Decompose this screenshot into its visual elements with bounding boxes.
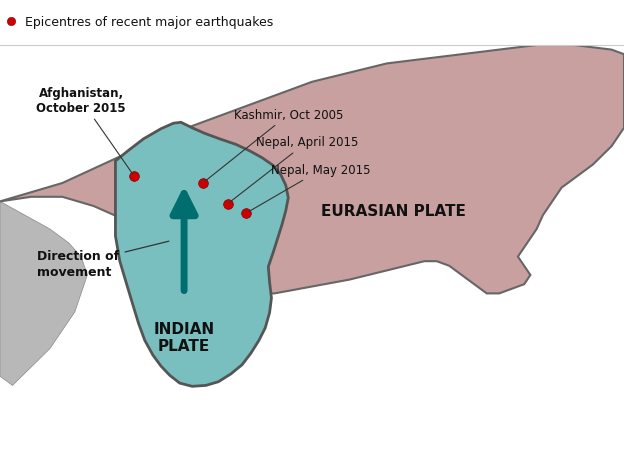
Polygon shape	[115, 123, 288, 386]
Text: Direction of
movement: Direction of movement	[37, 241, 169, 278]
Polygon shape	[0, 202, 87, 386]
Polygon shape	[0, 46, 624, 294]
FancyBboxPatch shape	[0, 0, 624, 46]
Text: Kashmir, Oct 2005: Kashmir, Oct 2005	[205, 109, 343, 182]
Text: Nepal, April 2015: Nepal, April 2015	[230, 136, 358, 202]
Text: Nepal, May 2015: Nepal, May 2015	[249, 164, 371, 212]
Text: EURASIAN PLATE: EURASIAN PLATE	[321, 204, 466, 218]
Text: Epicentres of recent major earthquakes: Epicentres of recent major earthquakes	[25, 16, 273, 28]
Text: INDIAN
PLATE: INDIAN PLATE	[154, 321, 215, 353]
Text: Afghanistan,
October 2015: Afghanistan, October 2015	[36, 87, 132, 174]
